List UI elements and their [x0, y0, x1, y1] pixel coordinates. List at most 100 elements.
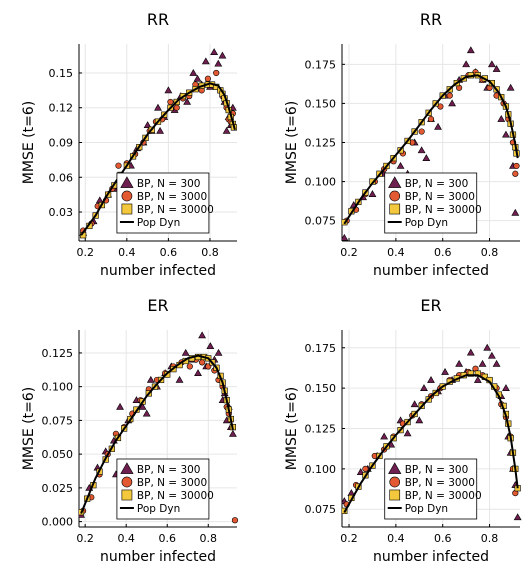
y-axis-label: MMSE (t=6)	[21, 101, 37, 184]
data-point	[466, 348, 475, 356]
data-point	[115, 162, 122, 169]
legend-label: BP, N = 3000	[405, 477, 475, 489]
legend-label: BP, N = 3000	[405, 191, 475, 203]
x-tick-label: 0.8	[481, 532, 499, 545]
y-axis-label: MMSE (t=6)	[21, 387, 37, 470]
data-point	[380, 432, 389, 440]
y-tick-label: 0.150	[305, 97, 337, 110]
series-line-3	[80, 82, 236, 236]
x-tick-label: 0.2	[76, 532, 94, 545]
data-point	[437, 103, 444, 110]
data-point	[201, 57, 210, 65]
chart-panel-3: 0.2 0.4 0.6 0.8 0.075 0.100 0.125 0.150 0.175 ER n…	[284, 296, 522, 565]
data-point	[427, 376, 435, 383]
data-point	[478, 359, 487, 367]
legend-marker	[388, 176, 402, 188]
data-point	[511, 208, 520, 216]
data-point	[441, 367, 449, 375]
legend-label: Pop Dyn	[137, 503, 180, 515]
data-point	[502, 130, 510, 138]
data-point	[222, 126, 231, 134]
legend-label: Pop Dyn	[137, 217, 180, 229]
y-tick-label: 0.03	[49, 206, 74, 219]
data-point	[418, 128, 425, 135]
x-tick-label: 0.2	[340, 532, 358, 545]
data-point	[204, 75, 211, 82]
legend-marker	[389, 203, 401, 215]
legend-label: BP, N = 30000	[405, 204, 482, 216]
y-tick-label: 0.075	[305, 503, 337, 516]
data-point	[342, 233, 349, 241]
y-tick-label: 0.175	[305, 342, 337, 355]
x-axis-label: number infected	[100, 263, 216, 279]
data-point	[199, 359, 206, 366]
legend-label: BP, N = 300	[137, 464, 201, 476]
data-point	[214, 59, 223, 67]
data-point	[512, 170, 519, 177]
x-tick-label: 0.6	[434, 532, 452, 545]
legend-marker	[389, 489, 401, 501]
data-point	[487, 351, 496, 359]
plot-area	[342, 46, 520, 241]
data-point	[213, 69, 220, 77]
data-point	[142, 409, 151, 417]
data-point	[186, 363, 193, 370]
data-point	[427, 115, 435, 123]
legend-marker	[121, 203, 133, 215]
x-tick-label: 0.4	[387, 532, 405, 545]
data-point	[483, 343, 492, 351]
legend-label: BP, N = 3000	[137, 477, 207, 489]
data-point	[420, 384, 428, 391]
legend-label: BP, N = 300	[137, 178, 201, 190]
y-tick-label: 0.075	[305, 215, 337, 228]
series-line-3	[343, 74, 519, 225]
data-point	[183, 97, 192, 105]
legend-label: BP, N = 30000	[405, 490, 482, 502]
data-point	[448, 99, 456, 107]
x-tick-label: 0.2	[76, 246, 94, 259]
x-axis-label: number infected	[373, 263, 489, 279]
y-axis-label: MMSE (t=6)	[284, 387, 300, 470]
data-point	[206, 342, 215, 350]
data-point	[497, 115, 506, 122]
data-point	[228, 429, 237, 437]
legend-marker	[120, 462, 134, 474]
y-tick-label: 0.15	[49, 67, 74, 80]
y-tick-label: 0.025	[42, 482, 74, 495]
data-point	[455, 359, 464, 367]
data-point	[193, 74, 202, 82]
data-point	[156, 126, 164, 134]
legend-marker	[389, 190, 401, 202]
chart-panel-2: 0.2 0.4 0.6 0.8 0.000 0.025 0.050 0.075 0.100 0.1…	[21, 296, 239, 565]
data-point	[368, 190, 377, 197]
y-tick-label: 0.050	[42, 448, 74, 461]
legend-label: Pop Dyn	[405, 503, 448, 515]
plot-area	[79, 331, 239, 524]
x-tick-label: 0.2	[340, 246, 358, 259]
x-tick-label: 0.6	[160, 246, 178, 259]
data-point	[403, 429, 412, 437]
y-tick-label: 0.100	[42, 381, 74, 394]
y-tick-label: 0.125	[42, 347, 74, 360]
data-point	[446, 92, 453, 99]
data-point	[492, 359, 501, 367]
legend-marker	[121, 489, 133, 501]
data-point	[467, 370, 474, 377]
data-point	[194, 369, 202, 377]
x-tick-label: 0.4	[117, 532, 135, 545]
y-tick-label: 0.175	[305, 58, 337, 71]
legend-label: BP, N = 30000	[137, 204, 214, 216]
legend-label: BP, N = 300	[405, 178, 469, 190]
y-tick-label: 0.075	[42, 414, 74, 427]
data-point	[417, 146, 426, 154]
plot-area	[79, 48, 237, 239]
data-point	[410, 400, 419, 408]
data-point	[434, 122, 442, 130]
x-tick-label: 0.8	[200, 532, 218, 545]
data-point	[218, 51, 227, 59]
x-tick-label: 0.4	[118, 246, 136, 259]
data-point	[167, 98, 174, 106]
